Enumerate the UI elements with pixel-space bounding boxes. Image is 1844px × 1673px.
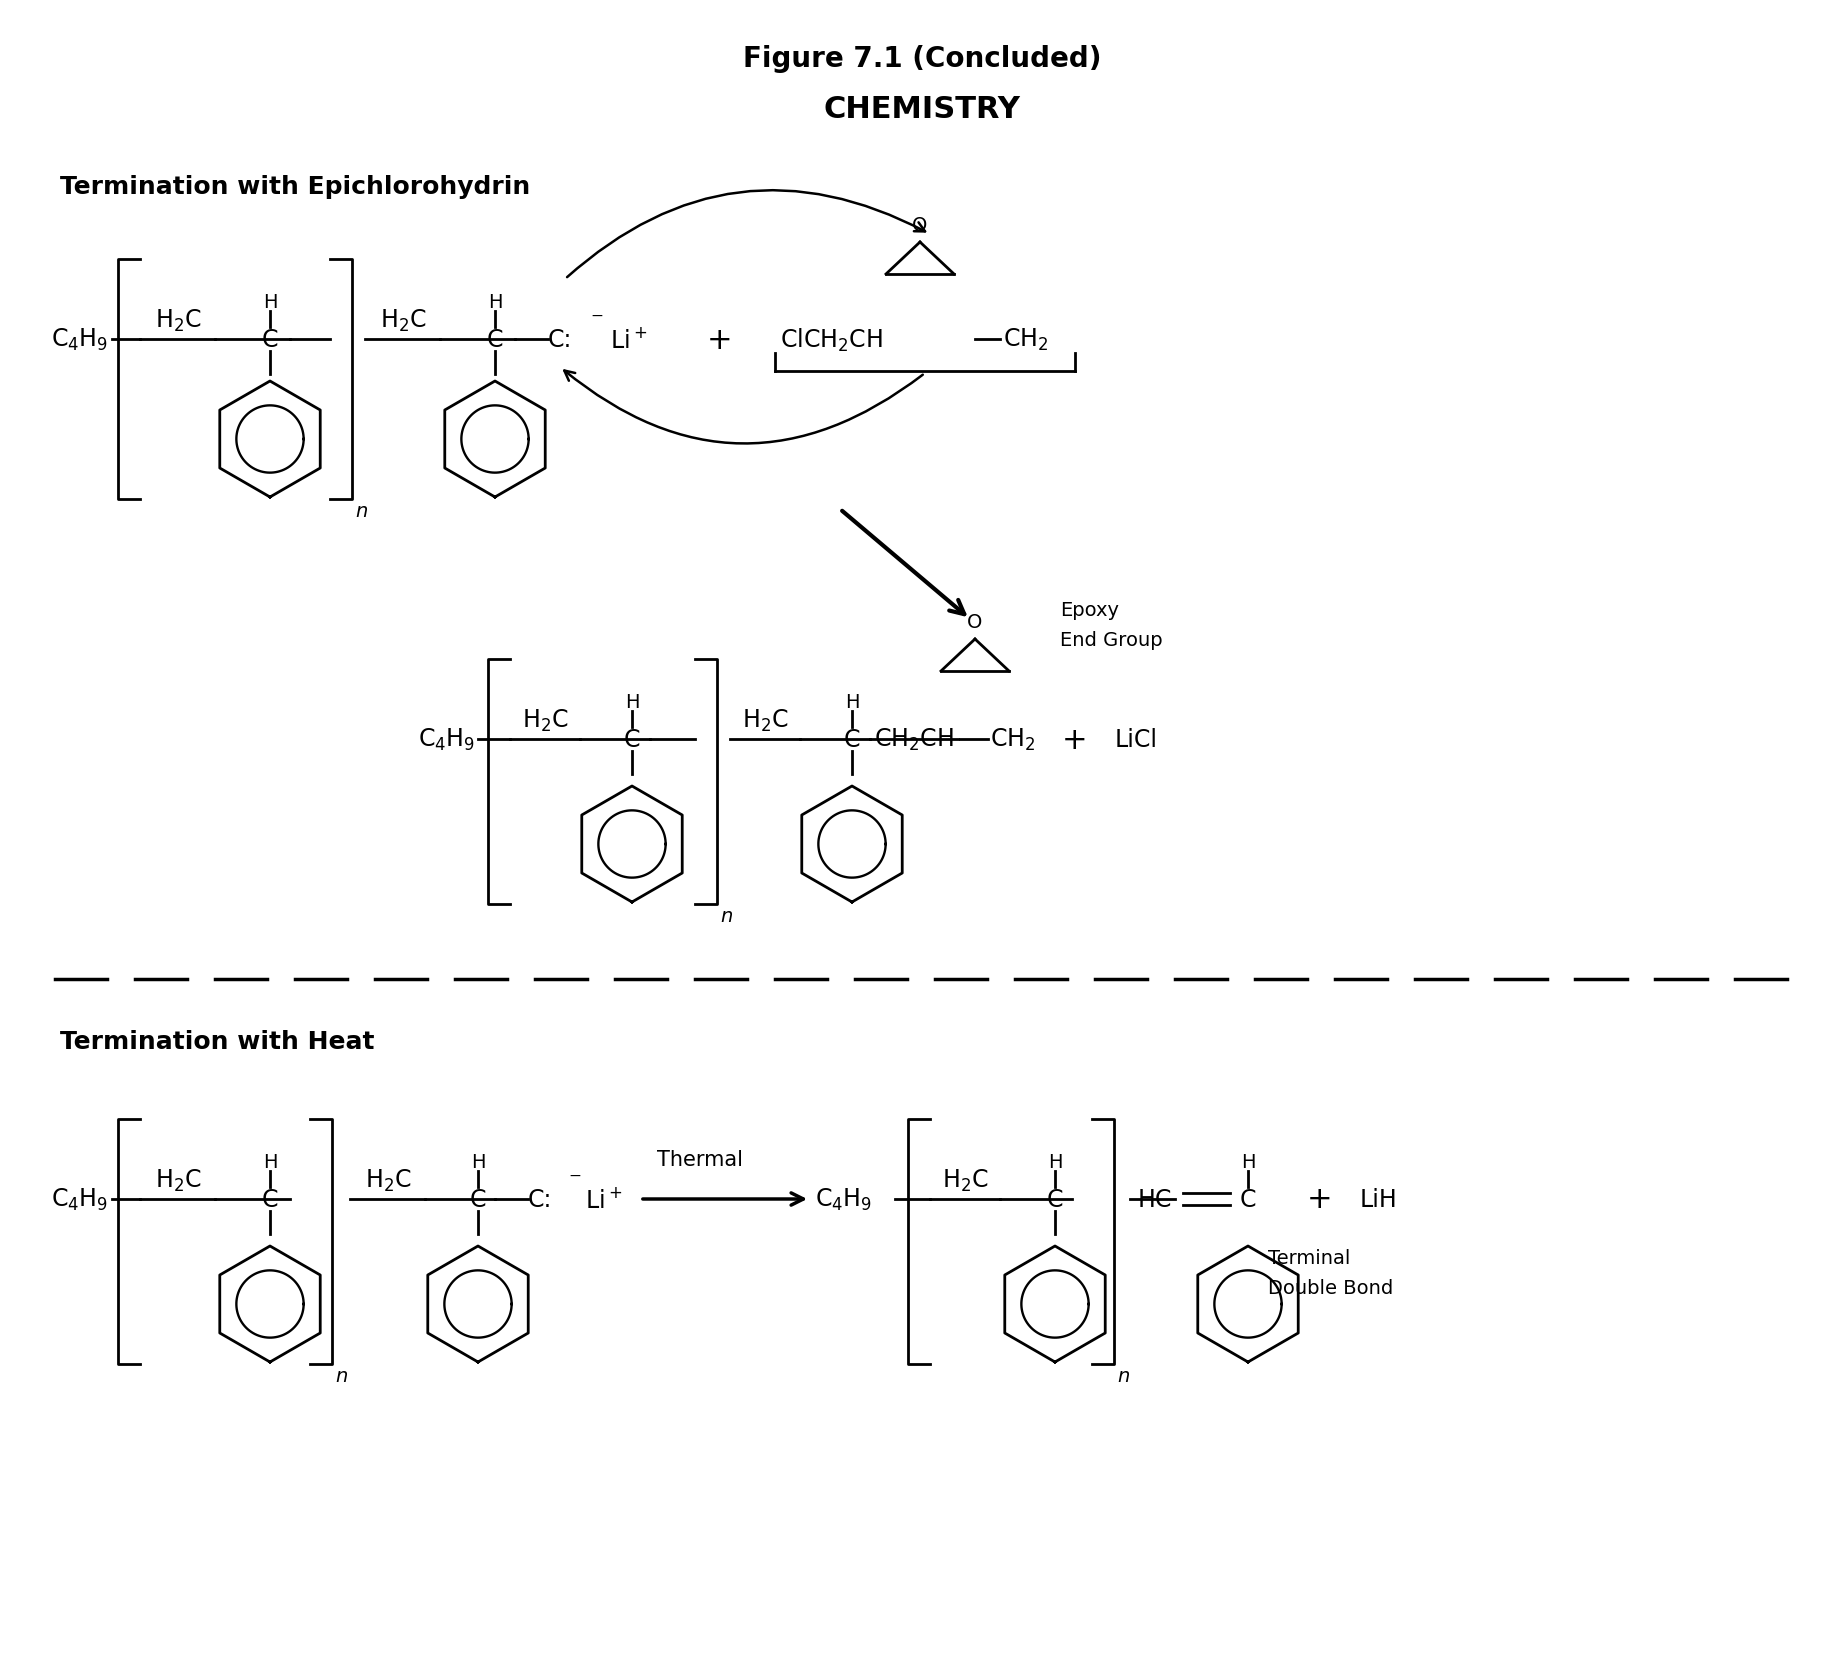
Text: H: H	[625, 693, 640, 711]
Text: H: H	[470, 1151, 485, 1171]
Text: $\mathregular{H_2C}$: $\mathregular{H_2C}$	[380, 308, 426, 335]
Text: $\mathregular{H_2C}$: $\mathregular{H_2C}$	[942, 1168, 988, 1193]
Text: +: +	[1307, 1184, 1333, 1215]
Text: HC: HC	[1138, 1188, 1173, 1211]
Text: $\mathregular{Li^+}$: $\mathregular{Li^+}$	[610, 328, 647, 353]
Text: Termination with Epichlorohydrin: Termination with Epichlorohydrin	[61, 176, 531, 199]
Text: $\mathregular{H_2C}$: $\mathregular{H_2C}$	[155, 308, 201, 335]
Text: $\mathregular{CH_2CH}$: $\mathregular{CH_2CH}$	[874, 726, 953, 753]
Text: C: C	[1047, 1188, 1064, 1211]
Text: H: H	[1047, 1151, 1062, 1171]
Text: n: n	[1117, 1367, 1129, 1385]
Text: H: H	[1241, 1151, 1256, 1171]
Text: $\mathregular{Li^+}$: $\mathregular{Li^+}$	[585, 1186, 621, 1211]
Text: O: O	[913, 216, 928, 234]
Text: $\mathregular{CH_2}$: $\mathregular{CH_2}$	[990, 726, 1034, 753]
Text: C:: C:	[548, 328, 572, 351]
Text: H: H	[845, 693, 859, 711]
Text: +: +	[708, 325, 732, 355]
Text: Thermal: Thermal	[656, 1149, 743, 1169]
Text: $\mathregular{C_4H_9}$: $\mathregular{C_4H_9}$	[419, 726, 476, 753]
Text: CHEMISTRY: CHEMISTRY	[824, 95, 1020, 124]
Text: n: n	[719, 907, 732, 925]
Text: $\mathregular{CH_2}$: $\mathregular{CH_2}$	[1003, 326, 1049, 353]
Text: H: H	[262, 1151, 277, 1171]
Text: $^{-}$: $^{-}$	[590, 311, 603, 331]
Text: Terminal: Terminal	[1269, 1248, 1350, 1266]
Text: C: C	[845, 728, 861, 751]
Text: n: n	[356, 502, 367, 520]
Text: Figure 7.1 (Concluded): Figure 7.1 (Concluded)	[743, 45, 1101, 74]
Text: C: C	[487, 328, 503, 351]
Text: O: O	[968, 612, 983, 632]
Text: $\mathregular{H_2C}$: $\mathregular{H_2C}$	[522, 708, 568, 733]
Text: $\mathregular{H_2C}$: $\mathregular{H_2C}$	[155, 1168, 201, 1193]
Text: $^{-}$: $^{-}$	[568, 1171, 581, 1191]
Text: C: C	[262, 1188, 278, 1211]
Text: C: C	[1239, 1188, 1256, 1211]
Text: $\mathregular{H_2C}$: $\mathregular{H_2C}$	[365, 1168, 411, 1193]
Text: Epoxy: Epoxy	[1060, 601, 1119, 619]
Text: +: +	[1062, 724, 1088, 755]
Text: $\mathregular{ClCH_2CH}$: $\mathregular{ClCH_2CH}$	[780, 326, 883, 353]
Text: H: H	[489, 293, 502, 311]
Text: LiH: LiH	[1361, 1188, 1398, 1211]
Text: C:: C:	[527, 1188, 553, 1211]
Text: Double Bond: Double Bond	[1269, 1278, 1394, 1297]
Text: $\mathregular{H_2C}$: $\mathregular{H_2C}$	[741, 708, 787, 733]
Text: $\mathregular{C_4H_9}$: $\mathregular{C_4H_9}$	[52, 1186, 109, 1213]
Text: $\mathregular{C_4H_9}$: $\mathregular{C_4H_9}$	[815, 1186, 872, 1213]
Text: LiCl: LiCl	[1116, 728, 1158, 751]
Text: $\mathregular{C_4H_9}$: $\mathregular{C_4H_9}$	[52, 326, 109, 353]
Text: C: C	[262, 328, 278, 351]
Text: n: n	[336, 1367, 347, 1385]
Text: Termination with Heat: Termination with Heat	[61, 1029, 374, 1054]
Text: C: C	[470, 1188, 487, 1211]
Text: C: C	[623, 728, 640, 751]
Text: End Group: End Group	[1060, 631, 1162, 649]
Text: H: H	[262, 293, 277, 311]
